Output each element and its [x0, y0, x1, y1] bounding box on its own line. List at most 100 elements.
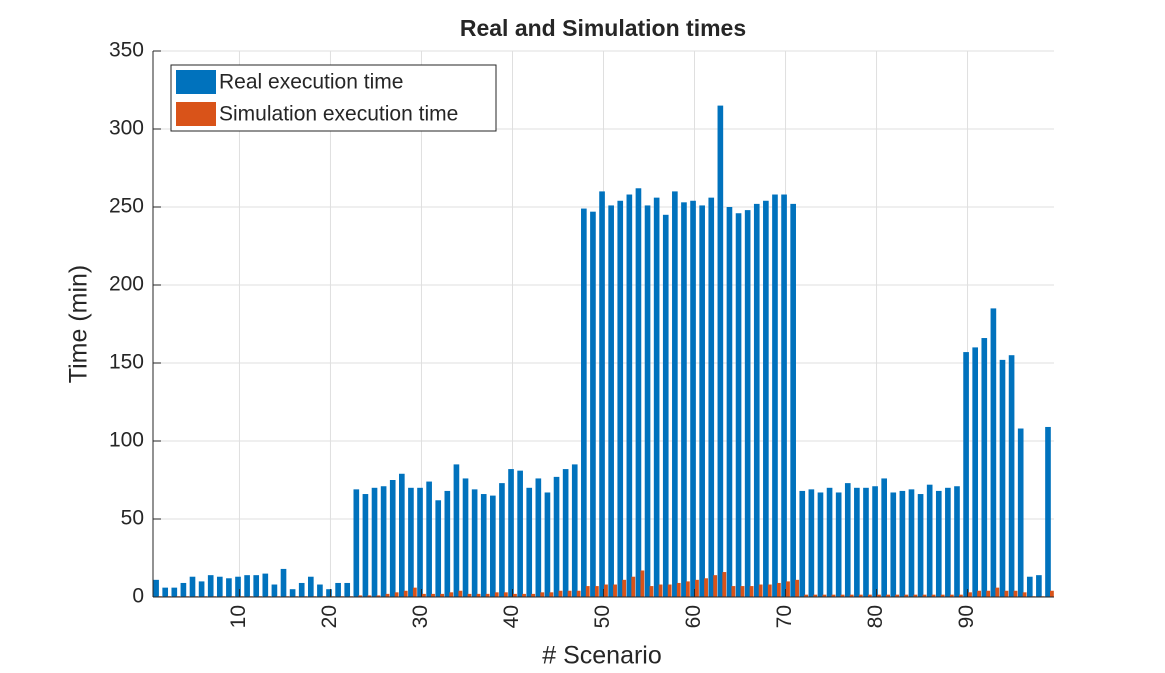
- bar: [1008, 355, 1015, 597]
- bar: [763, 200, 769, 597]
- bar: [886, 594, 890, 597]
- bar: [945, 487, 951, 597]
- bar: [431, 593, 435, 597]
- bar: [735, 213, 742, 598]
- bar: [981, 338, 988, 597]
- bar: [385, 593, 390, 597]
- bar: [931, 594, 936, 597]
- x-tick-label: 90: [955, 605, 978, 628]
- bar: [544, 492, 551, 597]
- bar: [408, 487, 414, 597]
- bar: [1022, 592, 1027, 597]
- bar: [690, 200, 696, 597]
- bar: [949, 594, 954, 597]
- bar: [804, 594, 809, 597]
- bar: [808, 489, 815, 597]
- bar: [758, 584, 763, 597]
- bar: [262, 573, 269, 597]
- bar: [531, 593, 536, 597]
- bar: [207, 575, 214, 597]
- bar: [535, 478, 542, 597]
- bar: [704, 578, 708, 597]
- bar: [899, 490, 906, 597]
- bar: [1045, 426, 1051, 597]
- bar: [995, 587, 1000, 597]
- chart-title: Real and Simulation times: [460, 15, 746, 41]
- y-axis-label: Time (min): [65, 265, 93, 384]
- bar: [503, 592, 508, 597]
- bar: [963, 352, 969, 597]
- bar: [608, 205, 614, 597]
- legend: Real execution time Simulation execution …: [170, 64, 497, 132]
- bar: [958, 594, 963, 597]
- bar: [685, 581, 690, 597]
- bar: [440, 593, 445, 597]
- bar: [863, 487, 869, 597]
- bar: [522, 593, 526, 597]
- bar: [813, 594, 818, 597]
- bar: [672, 191, 678, 597]
- bar: [858, 594, 863, 597]
- bar: [617, 200, 624, 597]
- bar: [626, 194, 633, 597]
- bar: [485, 593, 490, 597]
- legend-swatch: [176, 70, 216, 94]
- bar: [317, 584, 323, 597]
- bar: [399, 473, 405, 597]
- bar: [235, 576, 241, 597]
- bar: [435, 500, 442, 597]
- x-tick-label: 30: [409, 605, 432, 628]
- bar: [517, 470, 523, 597]
- bar: [499, 483, 505, 597]
- bar: [695, 579, 699, 597]
- bar: [490, 495, 496, 597]
- bar: [467, 593, 472, 597]
- bar: [649, 586, 654, 597]
- bar: [244, 575, 250, 597]
- bar: [394, 592, 399, 597]
- bar: [844, 483, 851, 597]
- legend-label: Real execution time: [219, 71, 403, 94]
- bar: [986, 590, 991, 597]
- y-tick-label: 350: [109, 39, 144, 62]
- bar: [699, 205, 705, 597]
- bars: [153, 105, 1054, 598]
- y-tick-label: 150: [109, 351, 144, 374]
- x-axis-label: # Scenario: [542, 642, 662, 670]
- bar: [767, 584, 772, 597]
- bar: [344, 582, 351, 597]
- bar: [781, 194, 787, 597]
- bar: [462, 478, 469, 597]
- bar: [417, 487, 423, 597]
- bar: [444, 490, 451, 597]
- axes: 0 50 100 150 200 250 300 350 10 20 30 40 50 60 70 80 90: [109, 39, 1054, 628]
- bar: [786, 581, 790, 597]
- bar: [549, 592, 554, 597]
- bar: [990, 308, 997, 597]
- bar: [362, 494, 369, 597]
- bar: [849, 594, 854, 597]
- y-tick-label: 0: [132, 585, 144, 608]
- bar: [526, 487, 533, 597]
- bar: [913, 594, 918, 597]
- bar: [162, 587, 169, 597]
- bar: [681, 202, 687, 597]
- bar: [926, 484, 933, 597]
- bar: [613, 584, 617, 597]
- bar: [658, 584, 663, 597]
- bar: [676, 582, 681, 597]
- bar: [895, 594, 900, 597]
- bar: [562, 469, 569, 597]
- bar: [831, 594, 836, 597]
- bar: [198, 581, 205, 597]
- bar: [917, 494, 924, 597]
- bar: [890, 492, 897, 597]
- bar: [403, 590, 408, 597]
- bar: [881, 478, 887, 597]
- bar: [271, 584, 278, 597]
- bar: [826, 487, 833, 597]
- bar: [840, 594, 845, 597]
- bar: [968, 592, 972, 597]
- x-tick-label: 20: [318, 605, 341, 628]
- bar: [922, 594, 927, 597]
